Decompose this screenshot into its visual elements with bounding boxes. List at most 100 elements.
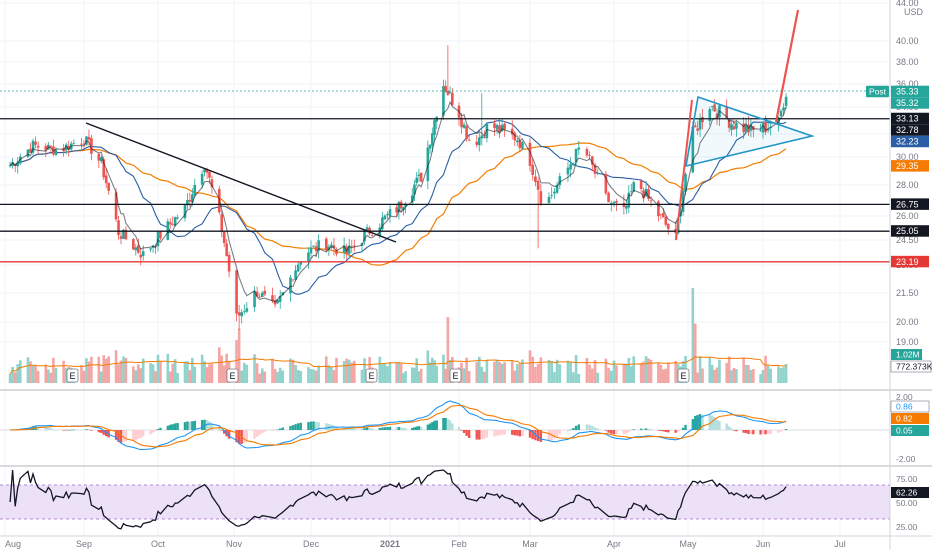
macd-bar — [117, 430, 120, 442]
candle — [124, 226, 128, 240]
volume-bar — [777, 366, 780, 383]
macd-bar — [566, 430, 570, 432]
macd-bar — [350, 428, 353, 430]
macd-bar — [419, 426, 423, 430]
candle — [639, 178, 643, 193]
volume-bar — [647, 358, 650, 383]
earnings-marker[interactable]: E — [449, 368, 462, 383]
volume-bar — [271, 358, 274, 383]
volume-bar — [593, 360, 597, 383]
macd-bar — [97, 430, 100, 433]
candle — [258, 293, 261, 298]
volume-bar — [430, 357, 434, 383]
candle — [498, 118, 501, 139]
macd-bar — [314, 422, 318, 430]
macd-bar — [353, 428, 356, 430]
volume-bar — [97, 356, 101, 383]
macd-bar — [715, 419, 719, 430]
macd-bar — [36, 426, 40, 430]
candle — [759, 123, 762, 132]
macd-bar — [82, 429, 86, 431]
macd-bar — [446, 419, 450, 430]
volume-bar — [171, 363, 175, 383]
indicator-tick-label: 25.00 — [896, 522, 918, 532]
candle — [31, 138, 35, 156]
macd-bar — [237, 430, 241, 444]
indicator-tick-label: 50.00 — [896, 498, 918, 508]
candle — [36, 141, 40, 154]
volume-bar — [632, 356, 636, 383]
volume-bar — [657, 362, 660, 383]
candle — [410, 187, 414, 206]
macd-bar — [480, 430, 484, 440]
macd-bar — [137, 430, 140, 439]
volume-bar — [536, 363, 540, 383]
macd-bar — [386, 427, 389, 430]
candle — [577, 140, 581, 155]
volume-bar — [662, 369, 665, 383]
volume-bar — [34, 365, 37, 383]
time-tick-label: May — [679, 539, 697, 549]
macd-bar — [193, 420, 196, 430]
macd-bar — [588, 424, 591, 430]
macd-bar — [627, 430, 630, 433]
macd-bar — [493, 430, 496, 437]
candle — [681, 183, 685, 216]
candle — [536, 177, 540, 249]
horizontal-levels[interactable] — [0, 118, 890, 263]
macd-bar — [64, 429, 68, 431]
macd-bar — [335, 426, 338, 430]
macd-bar — [363, 428, 366, 430]
candle — [107, 182, 110, 195]
candle — [730, 121, 733, 136]
macd-bar — [72, 429, 76, 431]
macd-bar — [402, 427, 405, 430]
trendline-descending[interactable] — [85, 122, 397, 243]
volume-bar — [240, 370, 243, 383]
volume-bar — [553, 371, 556, 383]
price-tick-label: 40.00 — [896, 36, 919, 46]
volume-bar — [183, 361, 187, 383]
macd-bar — [253, 430, 256, 439]
candle — [666, 223, 670, 235]
volume-bar — [444, 368, 447, 383]
volume-bar — [317, 365, 320, 383]
macd-bar — [124, 430, 128, 442]
time-axis[interactable]: Aug Sep Oct Nov Dec 2021 Feb Mar Apr May Jun Jul — [5, 539, 846, 549]
macd-bar — [503, 430, 506, 435]
volume-bar — [732, 367, 736, 383]
volume-bar — [625, 363, 628, 383]
macd-bar — [513, 430, 516, 436]
macd-bar — [102, 430, 105, 435]
flagpole-line[interactable] — [675, 99, 693, 241]
macd-bar — [610, 430, 613, 434]
volume-bar — [435, 365, 439, 383]
candle — [29, 142, 32, 153]
indicator-badge: 1.02M — [891, 349, 922, 360]
projection-arrow[interactable] — [774, 9, 800, 123]
volume-bar — [124, 358, 128, 383]
symmetrical-triangle[interactable] — [685, 95, 815, 168]
volume-bar — [87, 361, 91, 383]
candle — [444, 80, 447, 93]
volume-bar — [26, 357, 30, 383]
candle — [477, 132, 481, 152]
price-axis[interactable]: 44.0040.0038.0036.0034.0032.0030.0028.00… — [896, 0, 919, 347]
volume-bar — [446, 317, 450, 383]
earnings-marker[interactable]: E — [677, 368, 690, 383]
volume-bar — [307, 367, 310, 383]
volume-bar — [289, 358, 292, 383]
volume-bar — [426, 350, 430, 383]
volume-bar — [779, 367, 783, 383]
earnings-marker[interactable]: E — [226, 368, 239, 383]
volume-bar — [521, 359, 524, 383]
candle — [8, 161, 12, 168]
macd-bar — [569, 429, 572, 431]
earnings-marker[interactable]: E — [365, 368, 378, 383]
candle — [136, 238, 140, 255]
earnings-marker[interactable]: E — [66, 368, 79, 383]
volume-bar — [761, 370, 765, 383]
candle — [342, 237, 346, 259]
candle — [713, 99, 716, 112]
